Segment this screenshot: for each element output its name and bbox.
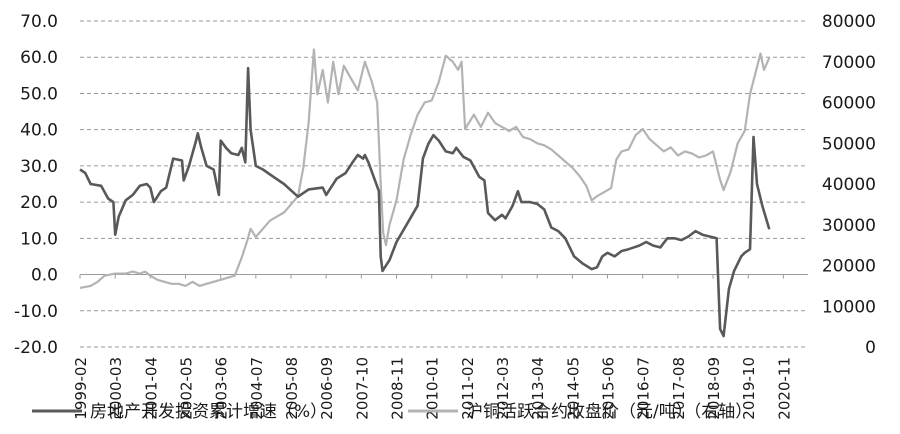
x-tick-label: 1999-02 bbox=[72, 357, 90, 420]
left-axis-ticks: 70.0 60.0 50.0 40.0 30.0 20.0 10.0 0.0 -10.0 -20.… bbox=[14, 12, 58, 358]
right-tick-label: 70000 bbox=[822, 53, 876, 73]
gridlines bbox=[80, 20, 808, 348]
left-tick-label: 40.0 bbox=[20, 121, 58, 141]
x-tick-label: 2019-10 bbox=[740, 357, 758, 420]
right-tick-label: 30000 bbox=[822, 216, 876, 236]
right-axis-ticks: 80000 70000 60000 50000 40000 30000 20000 10000… bbox=[822, 12, 876, 358]
right-tick-label: 0 bbox=[865, 338, 876, 358]
x-tick-label: 2006-09 bbox=[318, 357, 336, 420]
x-axis-ticks: 1999-02 2000-03 2001-04 2002-05 2003-06 2004-… bbox=[72, 274, 793, 420]
left-tick-label: -10.0 bbox=[14, 302, 58, 322]
x-tick-label: 2014-05 bbox=[564, 357, 582, 420]
x-tick-label: 2017-08 bbox=[670, 357, 688, 420]
x-tick-label: 2015-06 bbox=[600, 357, 618, 420]
series-lines bbox=[79, 48, 771, 338]
legend-label-copper: 沪铜活跃合约收盘价（元/吨）（右轴） bbox=[466, 402, 752, 422]
right-tick-label: 20000 bbox=[822, 257, 876, 277]
left-tick-label: 0.0 bbox=[31, 266, 58, 286]
x-tick-label: 2010-01 bbox=[424, 357, 442, 420]
x-tick-label: 2013-04 bbox=[529, 357, 547, 420]
left-tick-label: 10.0 bbox=[20, 229, 58, 249]
left-tick-label: 70.0 bbox=[20, 12, 58, 32]
x-tick-label: 2011-02 bbox=[459, 357, 477, 420]
left-tick-label: 30.0 bbox=[20, 157, 58, 177]
x-tick-label: 2001-04 bbox=[142, 357, 160, 420]
x-tick-label: 2002-05 bbox=[178, 357, 196, 420]
x-tick-label: 2003-06 bbox=[213, 357, 231, 420]
left-tick-label: -20.0 bbox=[14, 338, 58, 358]
right-tick-label: 40000 bbox=[822, 175, 876, 195]
legend: 房地产开发投资累计增速（%） 沪铜活跃合约收盘价（元/吨）（右轴） bbox=[32, 402, 752, 422]
x-tick-label: 2020-11 bbox=[775, 357, 793, 420]
right-tick-label: 50000 bbox=[822, 134, 876, 154]
x-tick-label: 2007-10 bbox=[353, 357, 371, 420]
x-tick-label: 2016-07 bbox=[635, 357, 653, 420]
right-tick-label: 60000 bbox=[822, 94, 876, 114]
right-tick-label: 10000 bbox=[822, 297, 876, 317]
legend-label-investment: 房地产开发投资累计增速（%） bbox=[90, 402, 327, 422]
copper-price-line bbox=[79, 48, 771, 289]
x-tick-label: 2012-03 bbox=[494, 357, 512, 420]
left-tick-label: 50.0 bbox=[20, 84, 58, 104]
x-tick-label: 2018-09 bbox=[705, 357, 723, 420]
x-tick-label: 2005-08 bbox=[283, 357, 301, 420]
left-tick-label: 20.0 bbox=[20, 193, 58, 213]
investment-growth-line bbox=[79, 66, 771, 338]
right-tick-label: 80000 bbox=[822, 12, 876, 32]
x-tick-label: 2008-11 bbox=[389, 357, 407, 420]
x-tick-label: 2004-07 bbox=[248, 357, 266, 420]
x-tick-label: 2000-03 bbox=[107, 357, 125, 420]
left-tick-label: 60.0 bbox=[20, 48, 58, 68]
